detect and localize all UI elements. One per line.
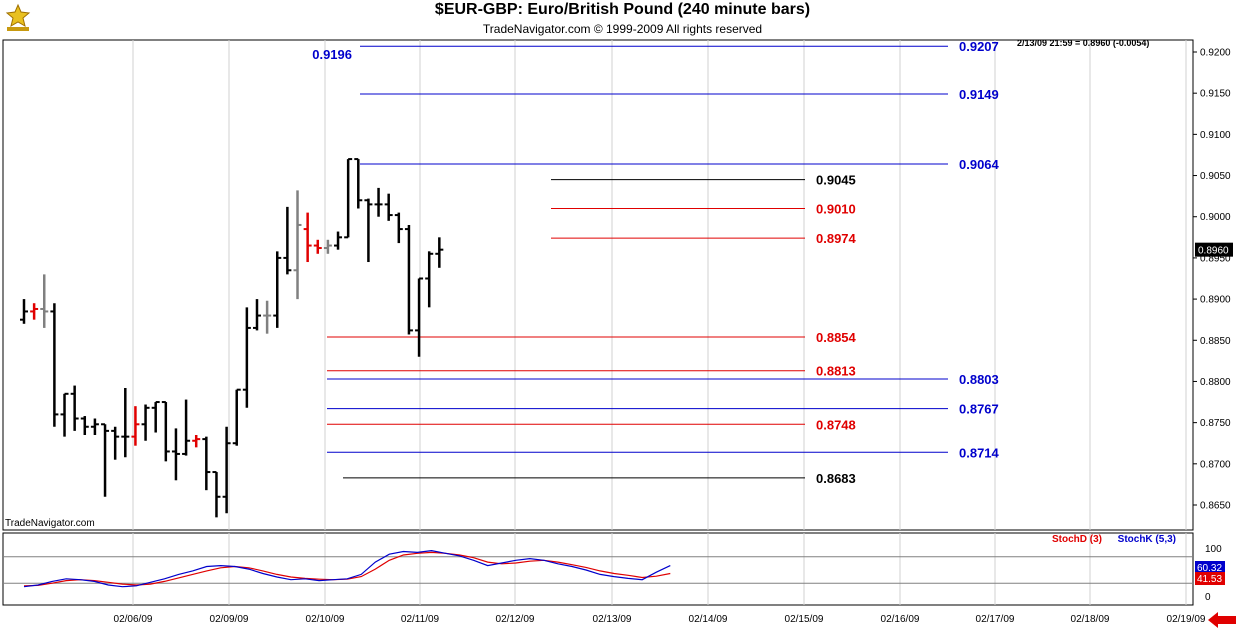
last-price-label: 0.8960	[1198, 246, 1229, 257]
x-tick-label: 02/14/09	[689, 614, 728, 625]
y-tick-label: 0.9100	[1200, 130, 1231, 141]
x-tick-label: 02/11/09	[401, 614, 440, 625]
last-price-box	[1195, 242, 1233, 257]
level-label: 0.8683	[816, 471, 856, 486]
x-tick-label: 02/13/09	[593, 614, 632, 625]
y-tick-label: 0.8700	[1200, 459, 1231, 470]
y-tick-label: 0.8650	[1200, 501, 1231, 512]
x-tick-label: 02/19/09	[1167, 614, 1206, 625]
y-tick-label: 0.9050	[1200, 171, 1231, 182]
stoch-panel-frame	[2, 532, 1194, 606]
last-bar-readout: 2/13/09 21:59 = 0.8960 (-0.0054)	[1017, 38, 1150, 48]
x-tick-label: 02/10/09	[306, 614, 345, 625]
x-tick-label: 02/15/09	[785, 614, 824, 625]
stoch-tick-label: 100	[1205, 544, 1222, 555]
x-tick-label: 02/17/09	[976, 614, 1015, 625]
x-tick-label: 02/18/09	[1071, 614, 1110, 625]
y-tick-label: 0.8800	[1200, 377, 1231, 388]
stoch-d-last-label: 41.53	[1197, 574, 1222, 585]
level-label: 0.8813	[816, 364, 856, 379]
x-tick-label: 02/06/09	[114, 614, 153, 625]
level-label: 0.9196	[312, 47, 352, 62]
watermark-text: TradeNavigator.com	[5, 518, 95, 529]
level-label: 0.9207	[959, 39, 999, 54]
y-tick-label: 0.8750	[1200, 418, 1231, 429]
level-label: 0.8803	[959, 372, 999, 387]
stoch-k-last-label: 60.32	[1197, 563, 1222, 574]
chart-title: $EUR-GBP: Euro/British Pound (240 minute…	[434, 1, 811, 18]
scroll-right-arrow-icon[interactable]	[1208, 612, 1238, 628]
stoch-d-last-box	[1195, 572, 1225, 585]
trade-navigator-logo-icon	[4, 3, 32, 33]
level-label: 0.8767	[959, 402, 999, 417]
level-label: 0.8974	[816, 231, 857, 246]
level-label: 0.8748	[816, 417, 856, 432]
stoch-k-last-box	[1195, 561, 1225, 574]
y-tick-label: 0.8850	[1200, 336, 1231, 347]
x-tick-label: 02/12/09	[496, 614, 535, 625]
level-label: 0.9010	[816, 201, 856, 216]
stoch-d-line	[23, 551, 671, 587]
chart-subtitle: TradeNavigator.com © 1999-2009 All right…	[482, 22, 763, 36]
stoch-legend-k: StochK (5,3)	[1118, 534, 1176, 545]
y-tick-label: 0.9000	[1200, 212, 1231, 223]
level-label: 0.8714	[959, 445, 1000, 460]
y-tick-label: 0.8950	[1200, 253, 1231, 264]
stoch-tick-label: 0	[1205, 592, 1211, 603]
stoch-legend-d: StochD (3)	[1052, 534, 1102, 545]
level-label: 0.9149	[959, 87, 999, 102]
x-tick-label: 02/16/09	[881, 614, 920, 625]
level-label: 0.9064	[959, 157, 1000, 172]
level-label: 0.9045	[816, 173, 856, 188]
level-label: 0.8854	[816, 330, 857, 345]
price-panel-frame	[2, 39, 1194, 531]
y-tick-label: 0.8900	[1200, 295, 1231, 306]
x-tick-label: 02/09/09	[210, 614, 249, 625]
y-tick-label: 0.9150	[1200, 89, 1231, 100]
y-tick-label: 0.9200	[1200, 48, 1231, 59]
stoch-k-line	[23, 549, 671, 588]
